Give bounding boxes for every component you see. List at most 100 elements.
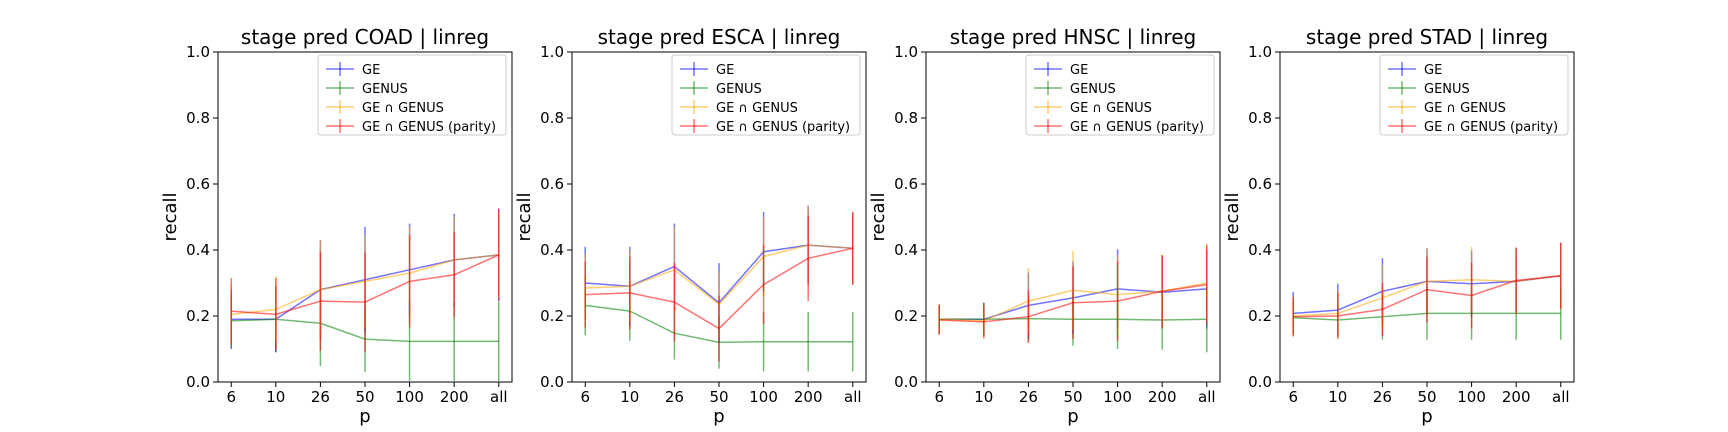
y-axis-label: recall: [160, 192, 181, 241]
x-tick-label: 6: [934, 388, 944, 406]
y-tick-label: 0.0: [186, 373, 210, 391]
legend-entry: GENUS: [362, 82, 408, 97]
x-tick-label: 10: [1328, 388, 1347, 406]
chart-panel-1: stage pred ESCA | linreg 0.0 0.2 0.4 0.6 0.8 1…: [514, 25, 867, 427]
y-tick-label: 1.0: [186, 43, 210, 61]
series-line: [939, 283, 1207, 323]
legend-entry: GE ∩ GENUS: [1424, 101, 1506, 116]
y-axis-label: recall: [1222, 192, 1243, 241]
legend-entry: GE ∩ GENUS (parity): [716, 120, 850, 135]
chart-title: stage pred HNSC | linreg: [950, 25, 1196, 49]
legend-entry: GE ∩ GENUS: [1070, 101, 1152, 116]
series-line: [585, 247, 853, 330]
chart-panel-0: stage pred COAD | linreg 0.0 0.2 0.4 0.6 0.8 1…: [160, 25, 513, 427]
legend-entry: GE: [362, 63, 380, 78]
y-tick-label: 1.0: [540, 43, 564, 61]
y-axis-label: recall: [514, 192, 535, 241]
plot-frame: [1279, 51, 1575, 383]
x-tick-label: 26: [665, 388, 684, 406]
x-axis-label: p: [359, 406, 370, 427]
x-tick-label: 26: [1019, 388, 1038, 406]
x-tick-label: 10: [974, 388, 993, 406]
chart-title: stage pred COAD | linreg: [241, 25, 489, 49]
x-tick-label: 100: [1457, 388, 1486, 406]
y-tick-label: 0.0: [540, 373, 564, 391]
x-axis-label: p: [1421, 406, 1432, 427]
y-tick-label: 0.2: [1248, 307, 1272, 325]
plot-frame: [571, 51, 867, 383]
x-tick-label: 26: [311, 388, 330, 406]
legend-entry: GE: [716, 63, 734, 78]
y-tick-label: 0.0: [894, 373, 918, 391]
x-tick-label: 200: [440, 388, 469, 406]
x-tick-label: 100: [395, 388, 424, 406]
x-tick-label: 6: [226, 388, 236, 406]
legend-entry: GE ∩ GENUS (parity): [1070, 120, 1204, 135]
x-axis-label: p: [1067, 406, 1078, 427]
series-line: [1293, 274, 1561, 318]
y-tick-label: 0.4: [540, 241, 564, 259]
y-tick-label: 1.0: [1248, 43, 1272, 61]
series-3: [230, 208, 500, 352]
y-tick-label: 0.2: [186, 307, 210, 325]
legend-entry: GENUS: [1424, 82, 1470, 97]
series-3: [938, 245, 1208, 344]
legend-box: [317, 54, 507, 136]
legend-entry: GE ∩ GENUS: [716, 101, 798, 116]
legend-entry: GE ∩ GENUS (parity): [362, 120, 496, 135]
x-tick-label: 10: [266, 388, 285, 406]
y-tick-label: 0.8: [1248, 109, 1272, 127]
x-tick-label: 50: [1063, 388, 1082, 406]
legend-entry: GE ∩ GENUS (parity): [1424, 120, 1558, 135]
y-tick-label: 0.4: [186, 241, 210, 259]
x-tick-label: 10: [620, 388, 639, 406]
x-tick-label: 50: [355, 388, 374, 406]
series-3: [584, 212, 854, 362]
y-tick-label: 0.6: [186, 175, 210, 193]
y-tick-label: 0.6: [894, 175, 918, 193]
chart-title: stage pred STAD | linreg: [1306, 25, 1548, 49]
y-tick-label: 1.0: [894, 43, 918, 61]
legend-entry: GE: [1070, 63, 1088, 78]
x-tick-label: 100: [1103, 388, 1132, 406]
y-tick-label: 0.2: [894, 307, 918, 325]
chart-panel-3: stage pred STAD | linreg 0.0 0.2 0.4 0.6 0.8 1…: [1222, 25, 1575, 427]
y-tick-label: 0.6: [540, 175, 564, 193]
plot-frame: [217, 51, 513, 383]
x-tick-label: all: [1552, 388, 1570, 406]
legend-box: [1025, 54, 1215, 136]
x-tick-label: all: [1198, 388, 1216, 406]
y-tick-label: 0.4: [1248, 241, 1272, 259]
x-tick-label: 6: [1288, 388, 1298, 406]
y-tick-label: 0.0: [1248, 373, 1272, 391]
x-tick-label: 50: [1417, 388, 1436, 406]
x-tick-label: 26: [1373, 388, 1392, 406]
x-tick-label: 100: [749, 388, 778, 406]
plot-frame: [925, 51, 1221, 383]
x-tick-label: all: [844, 388, 862, 406]
x-tick-label: 200: [1502, 388, 1531, 406]
y-axis-label: recall: [868, 192, 889, 241]
legend-entry: GENUS: [716, 82, 762, 97]
legend-entry: GE: [1424, 63, 1442, 78]
legend-entry: GENUS: [1070, 82, 1116, 97]
y-tick-label: 0.2: [540, 307, 564, 325]
x-tick-label: 200: [794, 388, 823, 406]
x-tick-label: all: [490, 388, 508, 406]
y-tick-label: 0.8: [540, 109, 564, 127]
x-tick-label: 50: [709, 388, 728, 406]
y-tick-label: 0.8: [186, 109, 210, 127]
y-tick-label: 0.6: [1248, 175, 1272, 193]
legend-box: [1379, 54, 1569, 136]
series-line: [231, 254, 500, 316]
chart-title: stage pred ESCA | linreg: [598, 25, 841, 49]
x-axis-label: p: [713, 406, 724, 427]
legend-entry: GE ∩ GENUS: [362, 101, 444, 116]
x-tick-label: 6: [580, 388, 590, 406]
chart-panel-2: stage pred HNSC | linreg 0.0 0.2 0.4 0.6 0.8 1…: [868, 25, 1221, 427]
y-tick-label: 0.8: [894, 109, 918, 127]
y-tick-label: 0.4: [894, 241, 918, 259]
legend-box: [671, 54, 861, 136]
series-3: [1292, 242, 1562, 340]
